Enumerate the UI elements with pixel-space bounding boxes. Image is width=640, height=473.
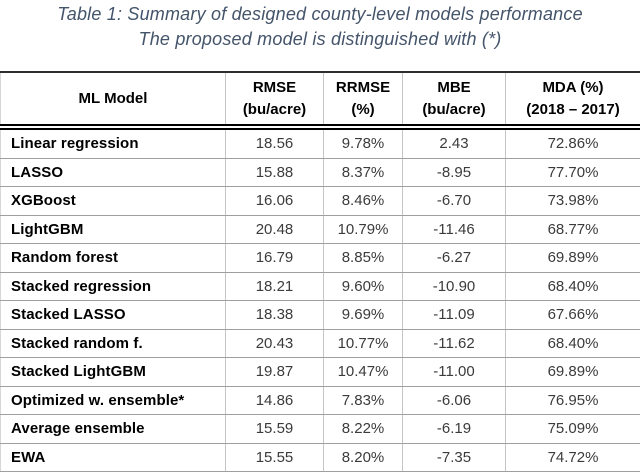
model-name-cell: EWA <box>0 443 226 472</box>
table-row: Optimized w. ensemble* 14.86 7.83% -6.06… <box>0 386 640 415</box>
table-row: EWA 15.55 8.20% -7.35 74.72% <box>0 443 640 472</box>
table-row: Stacked regression 18.21 9.60% -10.90 68… <box>0 272 640 301</box>
rrmse-cell: 10.47% <box>323 357 403 387</box>
rmse-cell: 16.06 <box>225 186 324 216</box>
model-name-cell: LightGBM <box>0 215 226 244</box>
caption-line-1: Table 1: Summary of designed county-leve… <box>57 4 583 24</box>
mbe-cell: -11.09 <box>402 300 506 330</box>
header-mbe: MBE (bu/acre) <box>402 71 506 130</box>
rrmse-cell: 8.22% <box>323 414 403 444</box>
mda-cell: 68.77% <box>505 215 640 244</box>
mda-cell: 67.66% <box>505 300 640 330</box>
mbe-cell: 2.43 <box>402 127 506 159</box>
mbe-cell: -11.00 <box>402 357 506 387</box>
table-row: Stacked LightGBM 19.87 10.47% -11.00 69.… <box>0 357 640 387</box>
header-row: ML Model RMSE (bu/acre) RRMSE (%) MBE (b… <box>0 71 640 130</box>
header-ml-model: ML Model <box>0 71 226 130</box>
rmse-cell: 15.59 <box>225 414 324 444</box>
mda-cell: 69.89% <box>505 243 640 273</box>
model-name-cell: Stacked LightGBM <box>0 357 226 387</box>
header-rrmse-label: RRMSE <box>335 78 391 96</box>
model-name-cell: Optimized w. ensemble* <box>0 386 226 415</box>
table-row: Stacked random f. 20.43 10.77% -11.62 68… <box>0 329 640 358</box>
header-ml-model-label: ML Model <box>78 89 148 107</box>
table-header: ML Model RMSE (bu/acre) RRMSE (%) MBE (b… <box>0 71 640 130</box>
rmse-cell: 16.79 <box>225 243 324 273</box>
rmse-cell: 19.87 <box>225 357 324 387</box>
mda-cell: 69.89% <box>505 357 640 387</box>
model-name-cell: Stacked regression <box>0 272 226 301</box>
model-name-cell: XGBoost <box>0 186 226 216</box>
mbe-cell: -6.27 <box>402 243 506 273</box>
model-name-cell: Average ensemble <box>0 414 226 444</box>
header-mbe-unit: (bu/acre) <box>422 100 486 118</box>
rmse-cell: 15.55 <box>225 443 324 472</box>
header-rmse-label: RMSE <box>252 78 297 96</box>
model-name-cell: Stacked random f. <box>0 329 226 358</box>
mbe-cell: -6.19 <box>402 414 506 444</box>
table-row: Stacked LASSO 18.38 9.69% -11.09 67.66% <box>0 300 640 330</box>
model-name-cell: Random forest <box>0 243 226 273</box>
rrmse-cell: 9.69% <box>323 300 403 330</box>
mda-cell: 74.72% <box>505 443 640 472</box>
rrmse-cell: 8.46% <box>323 186 403 216</box>
header-mda-label: MDA (%) <box>542 78 604 96</box>
header-mbe-label: MBE <box>437 78 471 96</box>
rrmse-cell: 7.83% <box>323 386 403 415</box>
header-mda: MDA (%) (2018 – 2017) <box>505 71 640 130</box>
mbe-cell: -10.90 <box>402 272 506 301</box>
rrmse-cell: 8.85% <box>323 243 403 273</box>
mda-cell: 77.70% <box>505 158 640 187</box>
model-name-cell: LASSO <box>0 158 226 187</box>
rmse-cell: 15.88 <box>225 158 324 187</box>
mda-cell: 68.40% <box>505 329 640 358</box>
rrmse-cell: 8.37% <box>323 158 403 187</box>
mbe-cell: -6.70 <box>402 186 506 216</box>
table-caption: Table 1: Summary of designed county-leve… <box>0 0 640 71</box>
mda-cell: 75.09% <box>505 414 640 444</box>
header-rmse: RMSE (bu/acre) <box>225 71 324 130</box>
rrmse-cell: 9.78% <box>323 127 403 159</box>
header-rrmse-unit: (%) <box>351 100 375 118</box>
table-row: Average ensemble 15.59 8.22% -6.19 75.09… <box>0 414 640 444</box>
rmse-cell: 14.86 <box>225 386 324 415</box>
models-performance-table: ML Model RMSE (bu/acre) RRMSE (%) MBE (b… <box>0 71 640 472</box>
rmse-cell: 20.43 <box>225 329 324 358</box>
rmse-cell: 18.56 <box>225 127 324 159</box>
mda-cell: 68.40% <box>505 272 640 301</box>
model-name-cell: Linear regression <box>0 127 226 159</box>
mbe-cell: -11.46 <box>402 215 506 244</box>
rmse-cell: 18.38 <box>225 300 324 330</box>
caption-line-2: The proposed model is distinguished with… <box>138 29 502 49</box>
mbe-cell: -7.35 <box>402 443 506 472</box>
rmse-cell: 20.48 <box>225 215 324 244</box>
rmse-cell: 18.21 <box>225 272 324 301</box>
mda-cell: 72.86% <box>505 127 640 159</box>
header-rmse-unit: (bu/acre) <box>242 100 307 118</box>
mda-cell: 76.95% <box>505 386 640 415</box>
table-row: LightGBM 20.48 10.79% -11.46 68.77% <box>0 215 640 244</box>
header-mda-unit: (2018 – 2017) <box>526 100 620 118</box>
mbe-cell: -8.95 <box>402 158 506 187</box>
table-row: Linear regression 18.56 9.78% 2.43 72.86… <box>0 127 640 159</box>
rrmse-cell: 8.20% <box>323 443 403 472</box>
table-body: Linear regression 18.56 9.78% 2.43 72.86… <box>0 127 640 472</box>
table-row: Random forest 16.79 8.85% -6.27 69.89% <box>0 243 640 273</box>
mda-cell: 73.98% <box>505 186 640 216</box>
header-rrmse: RRMSE (%) <box>323 71 403 130</box>
rrmse-cell: 10.79% <box>323 215 403 244</box>
mbe-cell: -6.06 <box>402 386 506 415</box>
rrmse-cell: 9.60% <box>323 272 403 301</box>
table-row: XGBoost 16.06 8.46% -6.70 73.98% <box>0 186 640 216</box>
rrmse-cell: 10.77% <box>323 329 403 358</box>
model-name-cell: Stacked LASSO <box>0 300 226 330</box>
table-row: LASSO 15.88 8.37% -8.95 77.70% <box>0 158 640 187</box>
mbe-cell: -11.62 <box>402 329 506 358</box>
